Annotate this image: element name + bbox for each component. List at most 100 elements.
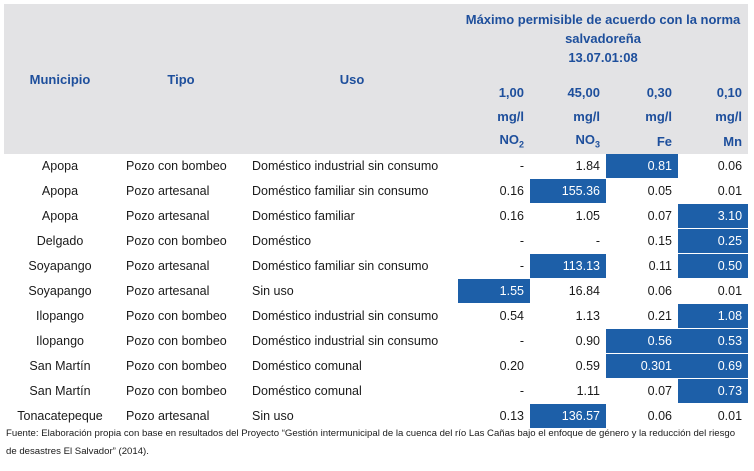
cell-no2: - [458,228,530,254]
unit-no2: mg/l [458,104,530,128]
cell-no2: 0.16 [458,203,530,229]
cell-municipio: Soyapango [4,278,116,304]
element-no2: NO2 [458,128,530,154]
cell-municipio: Apopa [4,203,116,229]
table-row: San Martín Pozo con bombeo Doméstico comun… [4,353,749,379]
cell-municipio: Ilopango [4,303,116,329]
cell-uso: Doméstico comunal [246,353,458,379]
cell-no3: 0.90 [530,328,606,354]
cell-no3: - [530,228,606,254]
cell-uso: Sin uso [246,403,458,429]
limit-mn: 0,10 [678,80,749,104]
table-row: Apopa Pozo artesanal Doméstico familiar 0.1… [4,203,749,229]
source-note: Fuente: Elaboración propia con base en r… [6,428,736,457]
unit-fe: mg/l [606,104,678,128]
cell-no3: 1.84 [530,154,606,179]
cell-uso: Doméstico industrial sin consumo [246,303,458,329]
table-row: Apopa Pozo artesanal Doméstico familiar si… [4,178,749,204]
cell-no3: 155.36 [530,178,606,204]
table-body: Apopa Pozo con bombeo Doméstico industrial… [4,154,749,429]
cell-tipo: Pozo artesanal [116,278,246,304]
element-no3: NO3 [530,128,606,154]
cell-no3: 0.59 [530,353,606,379]
cell-no2: 0.54 [458,303,530,329]
cell-uso: Doméstico industrial sin consumo [246,154,458,179]
cell-uso: Doméstico comunal [246,378,458,404]
cell-no3: 1.05 [530,203,606,229]
cell-no3: 136.57 [530,403,606,429]
cell-no3: 1.11 [530,378,606,404]
table-header: Municipio Tipo Uso Máximo permisible de … [4,4,749,154]
table-row: Soyapango Pozo artesanal Sin uso 1.55 16.84 0… [4,278,749,304]
element-fe: Fe [606,128,678,154]
table-row: Ilopango Pozo con bombeo Doméstico industr… [4,328,749,354]
cell-tipo: Pozo con bombeo [116,328,246,354]
header-uso: Uso [246,4,458,154]
cell-mn: 0.69 [678,353,749,379]
cell-uso: Doméstico familiar sin consumo [246,178,458,204]
table-row: Tonacatepeque Pozo artesanal Sin uso 0.13 13… [4,403,749,429]
cell-uso: Doméstico familiar sin consumo [246,253,458,279]
cell-mn: 0.01 [678,178,749,204]
table-row: Apopa Pozo con bombeo Doméstico industrial… [4,154,749,179]
cell-fe: 0.06 [606,278,678,304]
cell-municipio: Ilopango [4,328,116,354]
cell-tipo: Pozo con bombeo [116,303,246,329]
table-row: Ilopango Pozo con bombeo Doméstico industr… [4,303,749,329]
limit-no2: 1,00 [458,80,530,104]
cell-mn: 0.01 [678,278,749,304]
cell-no2: - [458,154,530,179]
header-norma: Máximo permisible de acuerdo con la norm… [458,4,749,80]
cell-mn: 0.50 [678,253,749,279]
cell-no3: 1.13 [530,303,606,329]
cell-tipo: Pozo con bombeo [116,353,246,379]
cell-mn: 0.53 [678,328,749,354]
water-quality-table: Municipio Tipo Uso Máximo permisible de … [4,4,749,429]
norma-line-1: Máximo permisible de acuerdo con la norm… [465,12,741,27]
cell-fe: 0.11 [606,253,678,279]
table-row: Soyapango Pozo artesanal Doméstico familia… [4,253,749,279]
cell-mn: 3.10 [678,203,749,229]
cell-no2: - [458,253,530,279]
cell-municipio: Apopa [4,178,116,204]
cell-mn: 1.08 [678,303,749,329]
cell-fe: 0.81 [606,154,678,179]
cell-tipo: Pozo artesanal [116,203,246,229]
cell-tipo: Pozo con bombeo [116,228,246,254]
cell-uso: Doméstico industrial sin consumo [246,328,458,354]
cell-no3: 113.13 [530,253,606,279]
cell-tipo: Pozo con bombeo [116,154,246,179]
table-row: San Martín Pozo con bombeo Doméstico comun… [4,378,749,404]
cell-no3: 16.84 [530,278,606,304]
cell-uso: Doméstico familiar [246,203,458,229]
cell-municipio: San Martín [4,353,116,379]
cell-municipio: Delgado [4,228,116,254]
cell-fe: 0.21 [606,303,678,329]
cell-no2: 0.20 [458,353,530,379]
cell-fe: 0.06 [606,403,678,429]
cell-mn: 0.06 [678,154,749,179]
cell-mn: 0.73 [678,378,749,404]
unit-mn: mg/l [678,104,749,128]
table-row: Delgado Pozo con bombeo Doméstico - -0.15 0.2… [4,228,749,254]
cell-fe: 0.07 [606,203,678,229]
cell-uso: Sin uso [246,278,458,304]
header-municipio: Municipio [4,4,116,154]
element-mn: Mn [678,128,749,154]
cell-municipio: Tonacatepeque [4,403,116,429]
unit-no3: mg/l [530,104,606,128]
cell-no2: 0.13 [458,403,530,429]
cell-no2: - [458,328,530,354]
header-tipo: Tipo [116,4,246,154]
cell-tipo: Pozo artesanal [116,178,246,204]
cell-fe: 0.15 [606,228,678,254]
cell-uso: Doméstico [246,228,458,254]
limit-no3: 45,00 [530,80,606,104]
cell-tipo: Pozo con bombeo [116,378,246,404]
cell-no2: 1.55 [458,278,530,304]
cell-mn: 0.25 [678,228,749,254]
norma-line-3: 13.07.01:08 [568,50,638,65]
cell-municipio: Soyapango [4,253,116,279]
cell-fe: 0.56 [606,328,678,354]
